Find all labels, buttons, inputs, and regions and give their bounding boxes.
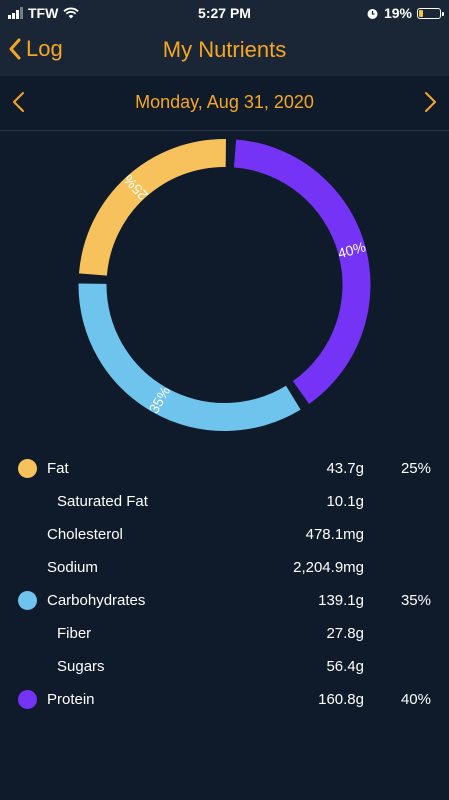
nutrient-name: Carbohydrates bbox=[47, 592, 146, 609]
alarm-clock-icon bbox=[367, 8, 378, 19]
nutrient-row: Saturated Fat 10.1g bbox=[0, 486, 449, 519]
nutrient-row: Fiber 27.8g bbox=[0, 618, 449, 651]
chevron-left-icon bbox=[9, 38, 21, 60]
nutrient-row: Cholesterol 478.1mg bbox=[0, 519, 449, 552]
next-day-button[interactable] bbox=[417, 90, 441, 114]
nutrient-row: Fat 43.7g 25% bbox=[0, 453, 449, 486]
nutrient-name: Saturated Fat bbox=[57, 493, 148, 510]
date-label[interactable]: Monday, Aug 31, 2020 bbox=[135, 92, 314, 112]
status-bar: TFW 5:27 PM 19% bbox=[0, 0, 449, 26]
previous-day-button[interactable] bbox=[8, 90, 32, 114]
nutrient-percent: 40% bbox=[400, 691, 431, 708]
legend-dot bbox=[18, 591, 37, 610]
nutrient-percent: 25% bbox=[400, 460, 431, 477]
nutrient-row: Carbohydrates 139.1g 35% bbox=[0, 585, 449, 618]
back-label: Log bbox=[26, 36, 63, 61]
nutrient-amount: 56.4g bbox=[326, 658, 364, 675]
nutrient-amount: 160.8g bbox=[318, 691, 364, 708]
nutrient-name: Protein bbox=[47, 691, 95, 708]
page-title: My Nutrients bbox=[162, 37, 287, 62]
signal-icon bbox=[8, 7, 23, 19]
carrier-label: TFW bbox=[28, 5, 59, 21]
nutrient-name: Fiber bbox=[57, 625, 92, 642]
wifi-icon bbox=[63, 7, 79, 19]
nutrient-row: Sodium 2,204.9mg bbox=[0, 552, 449, 585]
date-selector: Monday, Aug 31, 2020 bbox=[0, 76, 449, 131]
nutrient-name: Cholesterol bbox=[47, 526, 123, 543]
battery-percent: 19% bbox=[383, 5, 412, 21]
navigation-bar: Log My Nutrients bbox=[0, 26, 449, 76]
donut-slice-carbohydrates bbox=[78, 283, 301, 431]
donut-slice-protein bbox=[233, 139, 371, 404]
battery-icon bbox=[417, 7, 444, 19]
nutrient-amount: 139.1g bbox=[318, 592, 364, 609]
nutrient-amount: 27.8g bbox=[326, 625, 364, 642]
nutrient-list: Fat 43.7g 25% Saturated Fat 10.1g Cholesterol… bbox=[0, 453, 449, 717]
clock: 5:27 PM bbox=[198, 5, 251, 21]
legend-dot bbox=[18, 690, 37, 709]
nutrient-amount: 2,204.9mg bbox=[293, 559, 364, 576]
nutrient-amount: 478.1mg bbox=[305, 526, 364, 543]
back-button[interactable]: Log bbox=[8, 36, 63, 62]
nutrient-name: Sugars bbox=[57, 658, 105, 675]
nutrient-name: Fat bbox=[47, 460, 69, 477]
legend-dot bbox=[18, 459, 37, 478]
nutrient-row: Sugars 56.4g bbox=[0, 651, 449, 684]
nutrient-amount: 43.7g bbox=[326, 460, 364, 477]
nutrient-percent: 35% bbox=[400, 592, 431, 609]
nutrient-row: Protein 160.8g 40% bbox=[0, 684, 449, 717]
nutrient-amount: 10.1g bbox=[326, 493, 364, 510]
macronutrient-donut-chart: 40% 35% 25% bbox=[0, 130, 449, 440]
donut-label-protein: 40% bbox=[336, 238, 367, 261]
donut-slice-fat bbox=[78, 139, 226, 276]
nutrient-name: Sodium bbox=[47, 559, 98, 576]
